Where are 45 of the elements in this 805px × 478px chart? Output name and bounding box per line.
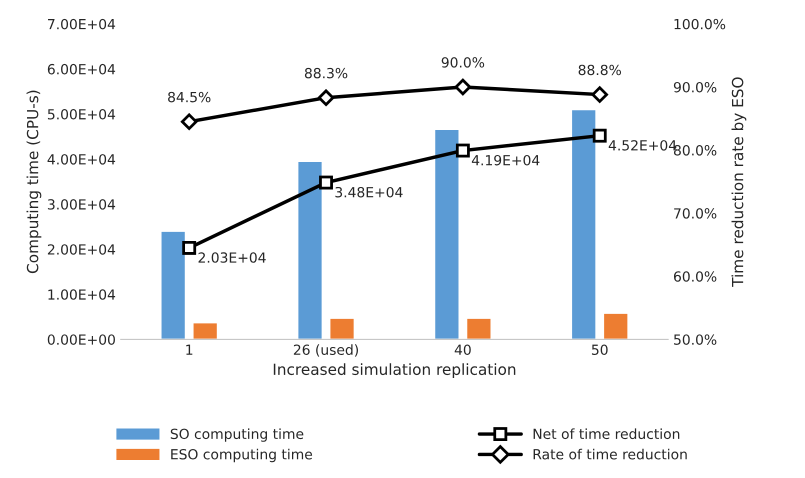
- legend-label: Rate of time reduction: [534, 448, 687, 460]
- point: [180, 113, 198, 130]
- data-label: 4.52E+04: [608, 140, 676, 151]
- data-label: 2.03E+04: [198, 252, 266, 263]
- data-label: 3.48E+04: [335, 186, 403, 198]
- data-label: 84.5%: [168, 92, 210, 102]
- y2-tick-label: 60.0%: [674, 271, 716, 282]
- y-tick-label: 1.00E+04: [48, 289, 116, 300]
- bar: [192, 322, 218, 340]
- y-tick-label: 4.00E+04: [48, 154, 116, 165]
- legend-label: SO computing time: [170, 428, 304, 442]
- bar: [329, 318, 356, 340]
- y2-tick-label: 90.0%: [674, 82, 716, 92]
- data-label: 4.19E+04: [472, 154, 540, 166]
- y-tick-label: 2.00E+04: [48, 244, 116, 255]
- y-tick-label: 6.00E+04: [48, 64, 116, 74]
- y2-tick-label: 50.0%: [674, 334, 716, 345]
- y-tick-label: 0.00E+00: [48, 334, 115, 345]
- y2-tick-label: 80.0%: [674, 145, 716, 156]
- x-tick-label: 40: [454, 344, 471, 355]
- x-tick-label: 50: [592, 344, 608, 355]
- data-label: 88.8%: [578, 64, 622, 76]
- point: [592, 128, 607, 143]
- y-tick-label: 3.00E+04: [48, 199, 116, 210]
- data-label: 90.0%: [442, 57, 484, 68]
- y2-tick-label: 100.0%: [674, 18, 726, 30]
- y2-tick-label: 70.0%: [674, 208, 716, 219]
- y-tick-label: 5.00E+04: [48, 109, 116, 120]
- point: [456, 144, 470, 158]
- y-tick-label: 7.00E+04: [48, 18, 116, 30]
- legend-label: ESO computing time: [171, 448, 312, 462]
- point: [454, 78, 472, 96]
- point: [318, 89, 334, 106]
- data-label: 88.3%: [304, 68, 348, 78]
- x-tick-label: 1: [186, 344, 192, 355]
- legend-label: Net of time reduction: [534, 428, 680, 440]
- y-axis-title: Computing time (CPU-s): [26, 90, 42, 274]
- y2-axis-title: Time reduction rate by ESO: [732, 77, 746, 287]
- point: [182, 240, 196, 255]
- bar: [602, 312, 629, 340]
- point: [591, 86, 608, 103]
- x-axis-title: Increased simulation replication: [274, 363, 516, 378]
- bar: [466, 318, 492, 340]
- point: [319, 176, 333, 190]
- x-tick-label: 26 (used): [294, 344, 358, 357]
